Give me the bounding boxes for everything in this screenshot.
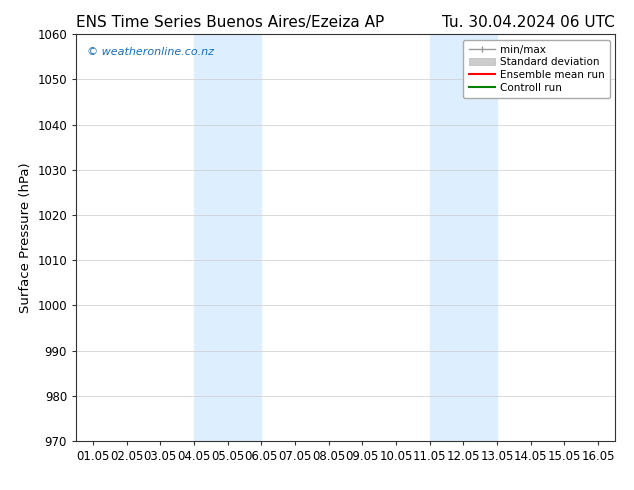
Y-axis label: Surface Pressure (hPa): Surface Pressure (hPa) (19, 162, 32, 313)
Text: Tu. 30.04.2024 06 UTC: Tu. 30.04.2024 06 UTC (443, 15, 615, 30)
Text: © weatheronline.co.nz: © weatheronline.co.nz (87, 47, 214, 56)
Text: ENS Time Series Buenos Aires/Ezeiza AP: ENS Time Series Buenos Aires/Ezeiza AP (76, 15, 384, 30)
Legend: min/max, Standard deviation, Ensemble mean run, Controll run: min/max, Standard deviation, Ensemble me… (463, 40, 610, 98)
Bar (194, 34, 261, 441)
Bar (430, 34, 497, 441)
